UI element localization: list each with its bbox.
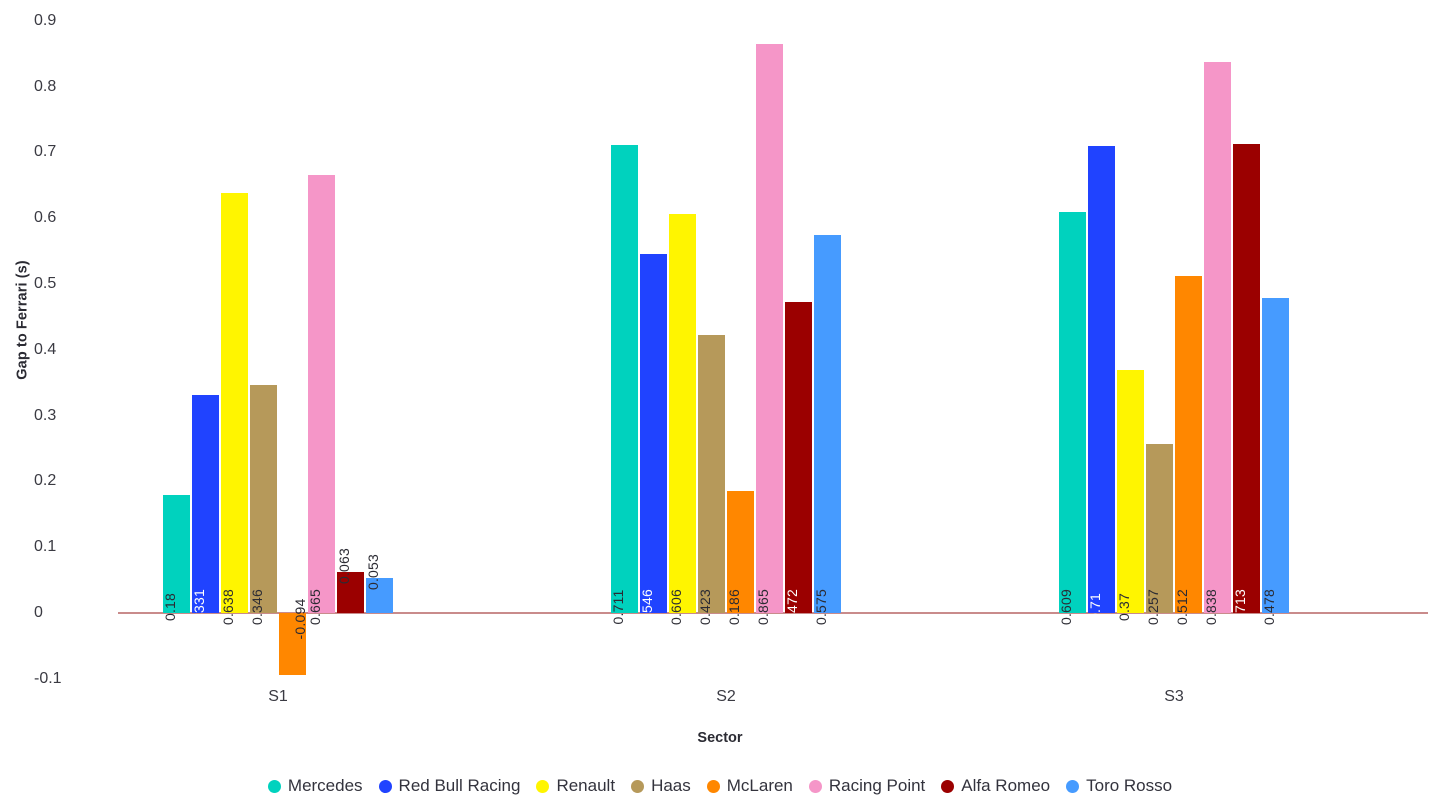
bar-value-label: 0.478: [1260, 588, 1277, 626]
bar-value-label: 0.472: [783, 588, 800, 626]
bar-value-label: 0.665: [306, 588, 323, 626]
legend-label: Toro Rosso: [1086, 776, 1173, 795]
bar[interactable]: 0.478: [1261, 298, 1289, 625]
bar[interactable]: 0.546: [639, 253, 667, 625]
bar-value-label: 0.546: [638, 588, 655, 626]
legend-color-dot-icon: [941, 779, 955, 793]
bar-value-label: 0.71: [1086, 592, 1103, 622]
bar-value-label: 0.512: [1173, 588, 1190, 626]
legend-item[interactable]: Mercedes: [267, 776, 363, 796]
x-axis-tick-label: S1: [268, 688, 288, 705]
legend-item[interactable]: Haas: [631, 776, 691, 796]
legend-color-dot-icon: [706, 779, 720, 793]
legend-label: Red Bull Racing: [398, 776, 521, 795]
bar-value-label: 0.331: [190, 588, 207, 626]
y-axis-title: Gap to Ferrari (s): [10, 0, 36, 640]
y-axis-tick-label: 0.6: [34, 209, 57, 227]
bar-value-label: 0.575: [812, 588, 829, 626]
bar[interactable]: 0.053: [365, 554, 393, 613]
bar-value-label: 0.713: [1231, 588, 1248, 626]
bar-value-label: 0.37: [1115, 592, 1132, 622]
y-axis-tick-label: 0.5: [34, 275, 57, 292]
y-axis-tick-label: 0.3: [34, 406, 57, 424]
x-axis-title: Sector: [697, 730, 743, 746]
bar[interactable]: 0.186: [726, 490, 754, 625]
y-axis-tick-label: 0.2: [34, 472, 57, 490]
y-axis-tick-label: 0.4: [34, 340, 57, 358]
bar[interactable]: 0.711: [610, 145, 638, 624]
bar[interactable]: 0.423: [697, 334, 725, 625]
legend-item[interactable]: Racing Point: [808, 776, 926, 796]
bar[interactable]: 0.257: [1145, 443, 1173, 625]
bar[interactable]: 0.71: [1087, 145, 1115, 621]
x-axis-tick-label: S2: [716, 688, 736, 705]
bar-value-label: 0.638: [219, 588, 236, 626]
legend-item[interactable]: Renault: [536, 776, 615, 796]
zero-baseline: [118, 612, 1428, 614]
bar-value-label: 0.346: [248, 588, 265, 626]
legend-label: Haas: [651, 776, 691, 795]
bar[interactable]: 0.575: [813, 234, 841, 625]
bar-value-label: 0.063: [335, 547, 352, 584]
legend: Mercedes Red Bull Racing Renault Haas McLare…: [0, 776, 1440, 796]
y-axis-tick-label: 0.9: [34, 11, 57, 29]
bar[interactable]: 0.838: [1203, 61, 1231, 625]
y-axis-tick-label: 0.8: [34, 77, 57, 95]
legend-label: Alfa Romeo: [961, 776, 1051, 795]
bar[interactable]: 0.665: [307, 175, 335, 625]
bar-value-label: 0.18: [161, 592, 178, 622]
legend-color-dot-icon: [1066, 779, 1080, 793]
bar[interactable]: -0.094: [279, 599, 308, 675]
legend-color-dot-icon: [536, 779, 550, 793]
legend-color-dot-icon: [378, 779, 392, 793]
legend-color-dot-icon: [267, 779, 281, 793]
plot-area: 0.18 0.331 0.638 0.346 -0.094 0.665 0.063 0.053…: [118, 0, 1428, 680]
bar-value-label: 0.257: [1144, 588, 1161, 626]
bar-value-label: -0.094: [291, 598, 308, 640]
bar[interactable]: 0.18: [162, 494, 190, 621]
y-axis-tick-label: 0.1: [34, 538, 57, 556]
x-axis-tick-label: S3: [1164, 688, 1184, 705]
legend-label: Renault: [556, 776, 616, 795]
y-axis-tick-label: 0: [34, 604, 43, 621]
legend-color-dot-icon: [631, 779, 645, 793]
legend-item[interactable]: Red Bull Racing: [378, 776, 521, 796]
bar-value-label: 0.838: [1202, 588, 1219, 626]
bar-value-label: 0.053: [364, 554, 381, 591]
legend-item[interactable]: Toro Rosso: [1066, 776, 1172, 796]
legend-item[interactable]: McLaren: [706, 776, 793, 796]
bar-value-label: 0.609: [1057, 588, 1074, 626]
bar[interactable]: 0.512: [1174, 276, 1202, 625]
bar[interactable]: 0.346: [249, 385, 277, 625]
bar[interactable]: 0.063: [336, 548, 364, 613]
legend-color-dot-icon: [808, 779, 822, 793]
legend-item[interactable]: Alfa Romeo: [941, 776, 1050, 796]
bar[interactable]: 0.865: [755, 43, 783, 625]
bar[interactable]: 0.713: [1232, 143, 1260, 625]
y-axis-tick-label: 0.7: [34, 143, 57, 161]
bar[interactable]: 0.606: [668, 214, 696, 625]
bar[interactable]: 0.331: [191, 395, 219, 625]
bar[interactable]: 0.609: [1058, 212, 1086, 625]
bar-value-label: 0.423: [696, 588, 713, 626]
bar-value-label: 0.186: [725, 588, 742, 626]
y-axis-title-text: Gap to Ferrari (s): [15, 260, 31, 380]
bar-value-label: 0.606: [667, 588, 684, 626]
bar[interactable]: 0.37: [1116, 369, 1144, 621]
legend-label: Racing Point: [828, 776, 926, 795]
legend-label: McLaren: [726, 776, 793, 795]
legend-label: Mercedes: [287, 776, 363, 795]
bar[interactable]: 0.638: [220, 193, 248, 625]
bar[interactable]: 0.472: [784, 302, 812, 625]
bar-value-label: 0.865: [754, 588, 771, 626]
y-axis-tick-label: -0.1: [34, 669, 62, 687]
bar-value-label: 0.711: [609, 589, 626, 625]
